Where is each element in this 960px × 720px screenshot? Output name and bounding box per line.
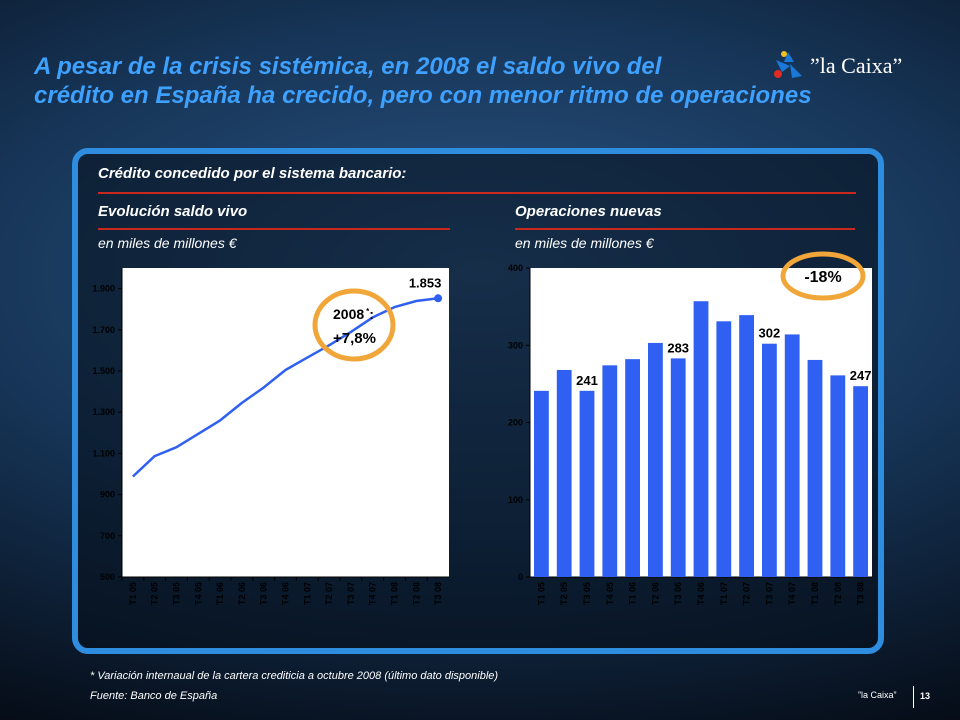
- data-label: 241: [576, 373, 598, 388]
- x-tick-label: T3 06: [259, 582, 269, 605]
- la-caixa-logo: ”la Caixa”: [774, 51, 902, 78]
- x-tick-label: T2 08: [411, 582, 421, 605]
- annotation-change: -18%: [804, 269, 841, 286]
- bar: [716, 321, 732, 577]
- x-tick-label: T3 08: [433, 582, 443, 605]
- y-tick-label: 500: [100, 572, 115, 582]
- x-tick-label: T3 05: [172, 582, 182, 605]
- x-tick-label: T1 07: [719, 582, 729, 605]
- x-tick-label: T1 06: [628, 582, 638, 605]
- bar: [853, 386, 868, 577]
- data-label: 1.853: [409, 275, 442, 290]
- data-point: [434, 294, 443, 303]
- star-icon: [774, 51, 802, 78]
- bar: [556, 369, 572, 577]
- y-tick-label: 1.500: [92, 366, 115, 376]
- x-tick-label: T3 07: [764, 582, 774, 605]
- line-plot-area: [122, 268, 449, 577]
- x-tick-label: T2 05: [559, 582, 569, 605]
- bar: [762, 343, 777, 577]
- x-tick-label: T2 08: [833, 582, 843, 605]
- page-number: 13: [920, 691, 931, 701]
- y-tick-label: 100: [508, 495, 523, 505]
- x-tick-label: T1 08: [810, 582, 820, 605]
- bar: [648, 342, 663, 577]
- slide-title: A pesar de la crisis sistémica, en 2008 …: [34, 52, 914, 110]
- x-tick-label: T2 05: [150, 582, 160, 605]
- x-tick-label: T2 07: [324, 582, 334, 605]
- x-tick-label: T4 06: [696, 582, 706, 605]
- bar: [534, 390, 549, 577]
- x-tick-label: T4 07: [368, 582, 378, 605]
- y-tick-label: 1.100: [92, 448, 115, 458]
- x-tick-label: T1 05: [536, 582, 546, 605]
- x-tick-label: T4 05: [605, 582, 615, 605]
- y-tick-label: 300: [508, 340, 523, 350]
- title-line-2: crédito en España ha crecido, pero con m…: [34, 82, 812, 109]
- bar: [693, 301, 709, 577]
- right-chart-unit: en miles de millones €: [515, 235, 654, 251]
- x-tick-label: T3 05: [582, 582, 592, 605]
- bar: [579, 390, 595, 577]
- right-chart-header: Operaciones nuevas: [515, 203, 662, 220]
- y-tick-label: 1.300: [92, 407, 115, 417]
- x-tick-label: T2 07: [742, 582, 752, 605]
- y-tick-label: 900: [100, 490, 115, 500]
- y-tick-label: 1.700: [92, 325, 115, 335]
- y-tick-label: 1.900: [92, 284, 115, 294]
- y-tick-label: 700: [100, 531, 115, 541]
- x-tick-label: T4 05: [193, 582, 203, 605]
- footer-separator: [913, 686, 914, 708]
- annotation-growth: +7,8%: [333, 330, 376, 347]
- x-tick-label: T3 06: [673, 582, 683, 605]
- annotation-year: 2008 *:: [333, 306, 374, 322]
- highlight-ellipse: [312, 288, 396, 362]
- footnote: * Variación internaual de la cartera cre…: [90, 670, 499, 682]
- bar: [625, 359, 640, 577]
- x-tick-label: T4 07: [787, 582, 797, 605]
- x-tick-label: T3 08: [856, 582, 866, 605]
- y-tick-label: 0: [518, 572, 523, 582]
- highlight-ellipse: [780, 251, 866, 301]
- bar: [602, 365, 618, 577]
- data-label: 247: [850, 368, 872, 383]
- x-tick-label: T2 06: [650, 582, 660, 605]
- x-tick-label: T1 07: [302, 582, 312, 605]
- data-label: 283: [667, 340, 689, 355]
- y-tick-label: 400: [508, 263, 523, 273]
- bar: [784, 334, 800, 577]
- left-chart-header: Evolución saldo vivo: [98, 203, 248, 220]
- bar: [739, 315, 754, 577]
- x-tick-label: T1 06: [215, 582, 225, 605]
- bar: [807, 359, 823, 577]
- header-rule: [98, 192, 856, 194]
- x-tick-label: T1 05: [128, 582, 138, 605]
- logo-text: ”la Caixa”: [810, 53, 902, 78]
- right-header-rule: [515, 228, 855, 230]
- left-chart-unit: en miles de millones €: [98, 235, 237, 251]
- left-header-rule: [98, 228, 450, 230]
- title-line-1: A pesar de la crisis sistémica, en 2008 …: [34, 53, 662, 80]
- x-tick-label: T3 07: [346, 582, 356, 605]
- x-tick-label: T2 06: [237, 582, 247, 605]
- y-tick-label: 200: [508, 418, 523, 428]
- source-note: Fuente: Banco de España: [90, 690, 218, 702]
- panel-main-header: Crédito concedido por el sistema bancari…: [98, 165, 407, 182]
- x-tick-label: T4 06: [281, 582, 291, 605]
- data-label: 302: [759, 326, 781, 341]
- bar: [670, 358, 686, 577]
- bracket-left: [767, 273, 782, 326]
- bar: [830, 375, 846, 577]
- footer-brand: ”la Caixa”: [858, 690, 897, 700]
- x-tick-label: T1 08: [390, 582, 400, 605]
